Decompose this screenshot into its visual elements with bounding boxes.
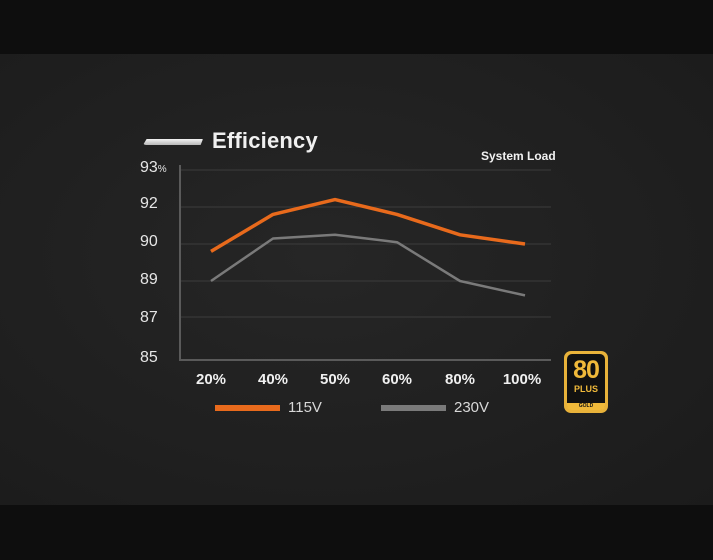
y-tick-87: 87 xyxy=(140,309,158,326)
chart-panel xyxy=(0,54,713,505)
x-tick-50: 50% xyxy=(319,371,351,388)
series-230v-line xyxy=(210,233,526,297)
legend-swatch-115v xyxy=(215,404,280,411)
legend-label-230v: 230V xyxy=(454,399,490,416)
legend-item-115v: 115V xyxy=(215,399,322,416)
badge-plus: PLUS xyxy=(573,384,598,394)
y-tick-90: 90 xyxy=(140,233,158,250)
x-tick-60: 60% xyxy=(381,371,413,388)
80-plus-gold-badge: 80 PLUS GOLD xyxy=(564,351,608,413)
y-unit: % xyxy=(157,164,167,175)
legend-item-230v: 230V xyxy=(381,399,489,416)
legend-swatch-230v xyxy=(381,404,446,411)
y-tick-92: 92 xyxy=(140,195,158,212)
gridlines xyxy=(181,169,551,318)
y-tick-label: 93 xyxy=(140,159,158,176)
x-tick-80: 80% xyxy=(444,371,476,388)
x-tick-100: 100% xyxy=(502,371,542,388)
badge-tier: GOLD xyxy=(567,403,605,410)
legend-label-115v: 115V xyxy=(288,399,322,416)
chart-title: Efficiency xyxy=(212,128,318,153)
badge-inner: 80 PLUS GOLD xyxy=(567,354,605,410)
x-axis-title: System Load xyxy=(481,149,556,163)
x-tick-40: 40% xyxy=(257,371,289,388)
y-tick-93: 93% xyxy=(140,159,176,177)
y-tick-89: 89 xyxy=(140,271,158,288)
title-bar-icon xyxy=(143,139,203,145)
badge-number: 80 xyxy=(573,356,600,384)
top-letterbox xyxy=(0,0,713,54)
y-tick-85: 85 xyxy=(140,349,158,366)
x-tick-20: 20% xyxy=(195,371,227,388)
bottom-letterbox xyxy=(0,505,713,560)
series-115v-line xyxy=(210,197,526,253)
